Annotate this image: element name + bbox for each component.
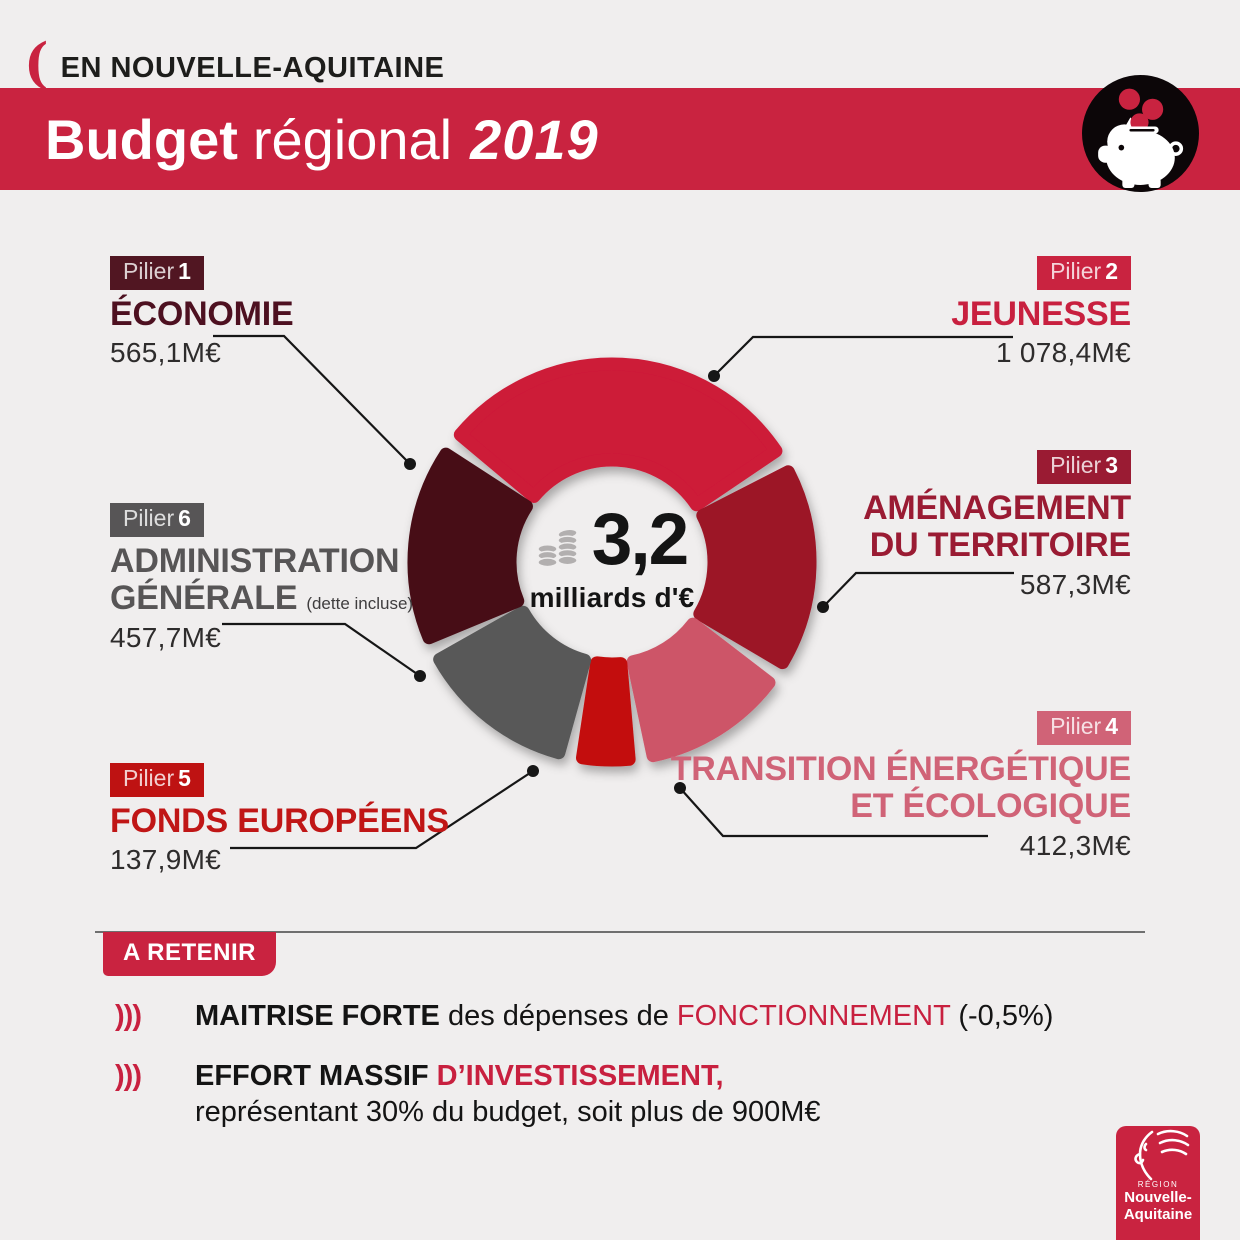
pillar-label-4: TRANSITION ÉNERGÉTIQUE ET ÉCOLOGIQUE	[670, 750, 1131, 826]
bullet-2-bold: EFFORT MASSIF	[195, 1060, 437, 1092]
retenir-bullet-2: ))) EFFORT MASSIF D’INVESTISSEMENT, repr…	[115, 1058, 821, 1130]
title-banner: Budget régional 2019	[0, 88, 1240, 190]
title-year: 2019	[470, 107, 599, 171]
donut-segment-pilier-1	[407, 447, 533, 645]
chart-total-unit: milliards d'€	[529, 581, 695, 613]
pillar-word: Pilier	[1050, 452, 1102, 478]
connector-pilier-2	[713, 335, 1013, 377]
bullet-1-tail: (-0,5%)	[950, 1000, 1054, 1032]
retenir-divider	[95, 931, 1145, 933]
retenir-bullet-1: ))) MAITRISE FORTE des dépenses de FONCT…	[115, 998, 1053, 1034]
callout-pilier-5: Pilier 5 FONDS EUROPÉENS 137,9M€	[110, 763, 449, 876]
bullet-chevrons-icon: )))	[115, 1060, 142, 1092]
coins-icon	[536, 528, 578, 568]
piggy-bank-badge	[1082, 75, 1199, 192]
pillar-number: 3	[1105, 452, 1118, 478]
region-tag-label: EN NOUVELLE-AQUITAINE	[60, 52, 445, 84]
bullet-1-bold: MAITRISE FORTE	[195, 1000, 440, 1032]
connector-pilier-5	[230, 770, 534, 850]
pillar-label-line: AMÉNAGEMENT	[863, 489, 1131, 527]
pillar-note: (dette incluse)	[306, 594, 414, 614]
bullet-1-highlight: FONCTIONNEMENT	[676, 1000, 951, 1032]
pillar-number: 4	[1105, 713, 1118, 739]
pillar-value-1: 565,1M€	[110, 337, 222, 369]
callout-pilier-6: Pilier 6 ADMINISTRATION GÉNÉRALE (dette in…	[110, 503, 413, 654]
bullet-2-text: EFFORT MASSIF D’INVESTISSEMENT, représen…	[195, 1058, 821, 1130]
connector-pilier-6	[222, 622, 421, 677]
pillar-label-line-text: GÉNÉRALE	[110, 579, 298, 618]
lion-icon	[1134, 1129, 1190, 1181]
pillar-word: Pilier	[123, 258, 175, 284]
nouvelle-aquitaine-logo: RÉGION Nouvelle- Aquitaine	[1116, 1126, 1200, 1240]
callout-connectors	[213, 334, 1014, 850]
pillar-word: Pilier	[123, 765, 175, 791]
callout-pilier-2: Pilier 2 JEUNESSE 1 078,4M€	[951, 256, 1131, 369]
pillar-badge-4: Pilier 4	[1037, 711, 1131, 745]
pillar-label-line: TRANSITION ÉNERGÉTIQUE	[670, 750, 1131, 788]
bullet-2-highlight: D’INVESTISSEMENT,	[436, 1060, 724, 1092]
pillar-label-line: GÉNÉRALE (dette incluse)	[110, 580, 413, 617]
title-word-regional: régional	[252, 107, 453, 171]
logo-line-1: Nouvelle-	[1124, 1189, 1192, 1206]
logo-line-2: Aquitaine	[1123, 1206, 1193, 1223]
bracket-icon: (	[24, 31, 49, 96]
connector-pilier-3	[822, 571, 1014, 608]
pillar-badge-2: Pilier 2	[1037, 256, 1131, 290]
callout-pilier-4: Pilier 4 TRANSITION ÉNERGÉTIQUE ET ÉCOLOG…	[671, 711, 1131, 862]
pillar-label-3: AMÉNAGEMENT DU TERRITOIRE	[863, 489, 1131, 565]
pillar-number: 6	[178, 505, 191, 531]
pillar-word: Pilier	[1050, 713, 1102, 739]
donut-segment-pilier-6	[433, 605, 592, 760]
callout-pilier-3: Pilier 3 AMÉNAGEMENT DU TERRITOIRE 587,3M…	[863, 450, 1131, 601]
pillar-value-6: 457,7M€	[110, 621, 222, 653]
pillar-label-6: ADMINISTRATION GÉNÉRALE (dette incluse)	[110, 542, 413, 618]
bullet-chevrons-icon: )))	[115, 1000, 142, 1032]
pillar-number: 2	[1105, 258, 1118, 284]
chart-total-value: 3,2	[591, 499, 689, 581]
pillar-number: 1	[178, 258, 191, 284]
pillar-badge-1: Pilier 1	[110, 256, 204, 290]
pillar-label-line: DU TERRITOIRE	[869, 526, 1131, 565]
title-word-budget: Budget	[45, 107, 238, 171]
pillar-label-line: ET ÉCOLOGIQUE	[850, 787, 1131, 826]
pillar-value-4: 412,3M€	[1019, 829, 1131, 861]
donut-segment-pilier-5	[575, 656, 636, 767]
bullet-1-mid: des dépenses de	[439, 1000, 677, 1032]
pillar-value-2: 1 078,4M€	[995, 337, 1131, 369]
donut-segment-pilier-2	[453, 357, 783, 512]
pillar-label-1: ÉCONOMIE	[110, 295, 294, 333]
pillar-badge-5: Pilier 5	[110, 763, 204, 797]
connector-pilier-4	[679, 787, 988, 838]
donut-center: 3,2 milliards d'€	[447, 499, 777, 614]
callout-connector-dots	[404, 370, 829, 794]
pillar-number: 5	[178, 765, 191, 791]
pillar-badge-6: Pilier 6	[110, 503, 204, 537]
bullet-2-line2: représentant 30% du budget, soit plus de…	[195, 1096, 821, 1128]
pillar-badge-3: Pilier 3	[1037, 450, 1131, 484]
pillar-value-3: 587,3M€	[1019, 568, 1131, 600]
connector-pilier-1	[213, 334, 411, 465]
callout-pilier-1: Pilier 1 ÉCONOMIE 565,1M€	[110, 256, 294, 369]
pillar-value-5: 137,9M€	[110, 844, 222, 876]
pillar-word: Pilier	[1050, 258, 1102, 284]
pillar-label-line: ADMINISTRATION	[110, 542, 400, 580]
piggy-bank-icon	[1098, 88, 1184, 188]
pillar-label-5: FONDS EUROPÉENS	[110, 802, 449, 840]
donut-segment-pilier-4	[626, 617, 776, 763]
donut-segment-pilier-3	[693, 465, 817, 670]
pillar-word: Pilier	[123, 505, 175, 531]
region-tag: ( EN NOUVELLE-AQUITAINE	[24, 31, 445, 96]
donut-chart	[407, 357, 817, 767]
bullet-1-text: MAITRISE FORTE des dépenses de FONCTIONN…	[195, 998, 1053, 1034]
pillar-label-2: JEUNESSE	[951, 295, 1131, 333]
retenir-heading-badge: A RETENIR	[103, 932, 276, 976]
page-title: Budget régional 2019	[45, 88, 599, 190]
logo-region-word: RÉGION	[1137, 1180, 1179, 1189]
